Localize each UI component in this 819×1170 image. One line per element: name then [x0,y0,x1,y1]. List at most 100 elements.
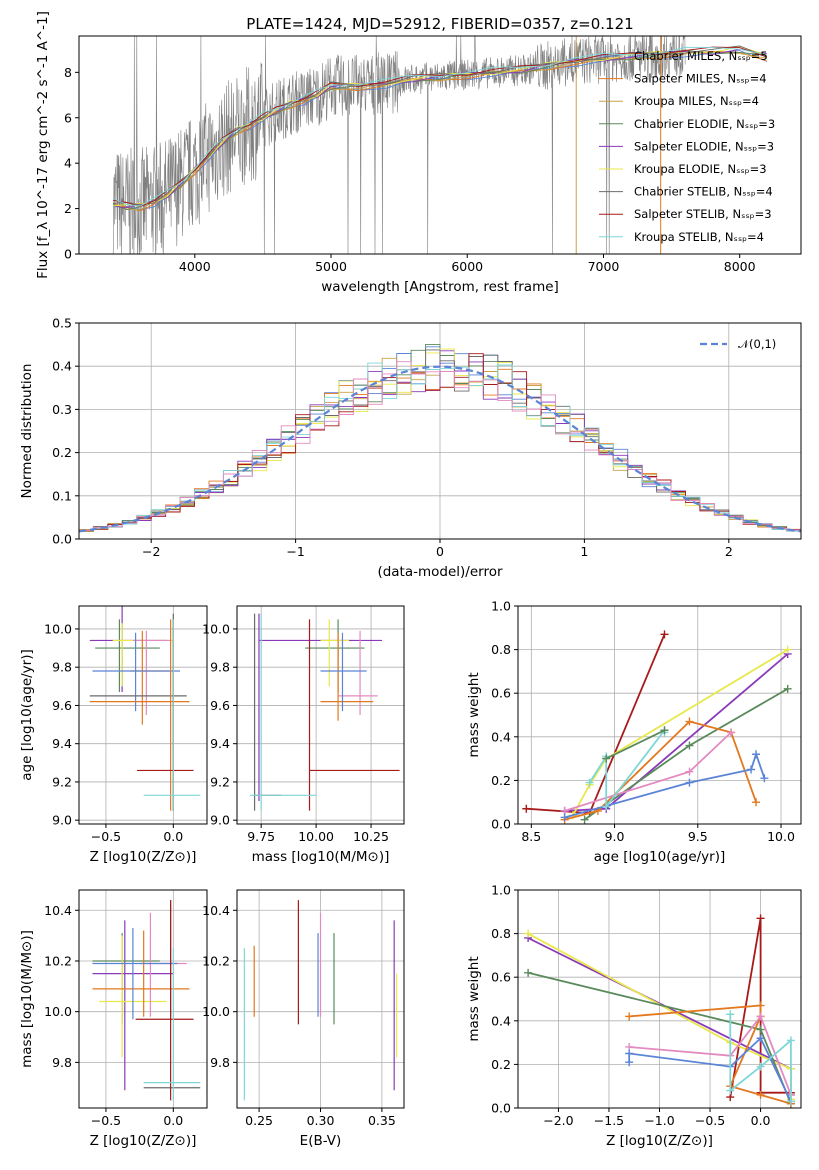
x-tick-label: 10.00 [298,829,334,844]
legend-label: Salpeter STELIB, Nₛₛₚ=3 [634,207,772,221]
y-tick-label: 9.8 [52,1055,72,1070]
y-tick-label: 9.6 [52,698,72,713]
axes-frame [78,889,208,1109]
x-tick-label: 0.0 [163,1113,183,1128]
weight-line [629,1014,792,1096]
x-tick-label: 0.0 [751,1113,771,1128]
axes-frame [78,35,802,255]
x-tick-label: 9.5 [688,829,708,844]
x-tick-label: 5000 [315,259,347,274]
weight-marker [625,1012,634,1021]
weight-marker [756,1025,765,1034]
weight-marker [786,1036,795,1045]
weight-marker [524,968,533,977]
plot-area [518,606,801,824]
weight-marker [727,728,736,737]
y-tick-label: 0.1 [52,488,72,503]
y-tick-label: 10.2 [44,953,72,968]
x-tick-label: −0.5 [91,829,121,844]
weight-marker [752,750,761,759]
y-axis-label: mass weight [466,672,482,757]
plot-area [79,890,207,1108]
residual-histogram [79,348,801,532]
weight-marker [660,630,669,639]
weight-marker [625,1058,634,1067]
y-tick-label: 0.2 [491,773,511,788]
plot-area [237,606,404,824]
x-tick-label: −1 [286,544,304,559]
y-tick-label: 0.2 [491,1057,511,1072]
y-tick-label: 0 [64,247,72,262]
plot-area [237,890,404,1108]
weight-marker [585,778,594,787]
x-axis-label: mass [log10(M/M⊙)] [252,849,390,865]
x-tick-label: 8000 [724,259,756,274]
y-tick-label: 9.0 [52,813,72,828]
legend: Chabrier MILES, Nₛₛₚ=5 Salpeter MILES, Nₛ… [599,49,775,244]
x-tick-label: 8.5 [521,829,541,844]
y-tick-label: 9.2 [52,774,72,789]
y-tick-label: 0.4 [52,359,72,374]
x-tick-label: 9.0 [605,829,625,844]
y-tick-label: 0.8 [491,642,511,657]
weight-line [572,648,789,816]
chart-mass-vs-Z: −0.5 0.0 9.8 10.0 10.2 10.4 Z [log10(Z/Z⊙)] mas… [19,889,208,1149]
weight-marker [756,1062,765,1071]
y-tick-label: 9.8 [210,660,230,675]
weight-marker [524,929,533,938]
x-tick-label: 10.25 [353,829,389,844]
residual-histogram [79,362,801,532]
weight-marker [625,1049,634,1058]
weight-marker [685,767,694,776]
y-tick-label: 1.0 [491,599,511,614]
y-tick-label: 9.2 [210,774,230,789]
y-tick-label: 0.3 [52,402,72,417]
y-tick-label: 10.0 [44,1004,72,1019]
weight-marker [660,726,669,735]
y-tick-label: 10.2 [202,953,230,968]
model-spectrum [112,49,767,211]
weight-marker [602,802,611,811]
weight-marker [756,1012,765,1021]
y-tick-label: 0.6 [491,970,511,985]
x-tick-label: −2 [142,544,160,559]
chart-massweight-vs-age: 8.5 9.0 9.5 10.0 0.0 0.2 0.4 0.6 0.8 1.0 age [log1… [466,599,802,865]
weight-marker [756,1034,765,1043]
chart-residuals: −2 −1 0 1 2 0.0 0.1 0.2 0.3 0.4 0.5 (data-model)/er… [19,316,802,580]
weight-marker [726,1086,735,1095]
y-axis-label: Normed distribution [19,364,35,499]
chart-age-vs-mass: 9.75 10.00 10.25 9.0 9.2 9.4 9.6 9.8 10.0 mass [l… [202,605,405,865]
weight-marker [685,717,694,726]
weight-marker [726,1010,735,1019]
model-spectrum [112,46,767,207]
x-tick-label: −0.5 [91,1113,121,1128]
weight-marker [756,1001,765,1010]
x-tick-label: 4000 [179,259,211,274]
x-tick-label: −2.0 [543,1113,573,1128]
weight-marker [560,813,569,822]
weight-marker [602,754,611,763]
y-tick-label: 0.6 [491,686,511,701]
residual-histogram [79,353,801,532]
weight-marker [786,1097,795,1106]
y-axis-label: Flux [f_λ 10^-17 erg cm^-2 s^-1 A^-1] [35,11,51,279]
y-tick-label: 8 [64,65,72,80]
axes-frame [517,605,802,825]
legend-label: Salpeter ELODIE, Nₛₛₚ=3 [634,139,774,153]
legend-label: Kroupa MILES, Nₛₛₚ=4 [634,94,759,108]
y-tick-label: 1.0 [491,883,511,898]
weight-marker [783,645,792,654]
weight-marker [685,778,694,787]
x-tick-label: 0.35 [368,1113,396,1128]
chart-age-vs-Z: −0.5 0.0 9.0 9.2 9.4 9.6 9.8 10.0 Z [log10(Z/Z⊙)… [19,605,208,865]
axes-frame [236,605,405,825]
y-tick-label: 10.4 [44,903,72,918]
chart-massweight-vs-Z: −2.0 −1.5 −1.0 −0.5 0.0 0.0 0.2 0.4 0.6 0.8 1.0 Z [… [466,883,802,1149]
figure-title: PLATE=1424, MJD=52912, FIBERID=0357, z=0… [246,15,633,33]
legend-label: Kroupa ELODIE, Nₛₛₚ=3 [634,162,767,176]
chart-mass-vs-EBV: 0.25 0.30 0.35 9.8 10.0 10.2 10.4 E(B-V) [202,889,405,1149]
y-tick-label: 0.2 [52,445,72,460]
axes-frame [78,322,802,540]
y-tick-label: 6 [64,110,72,125]
